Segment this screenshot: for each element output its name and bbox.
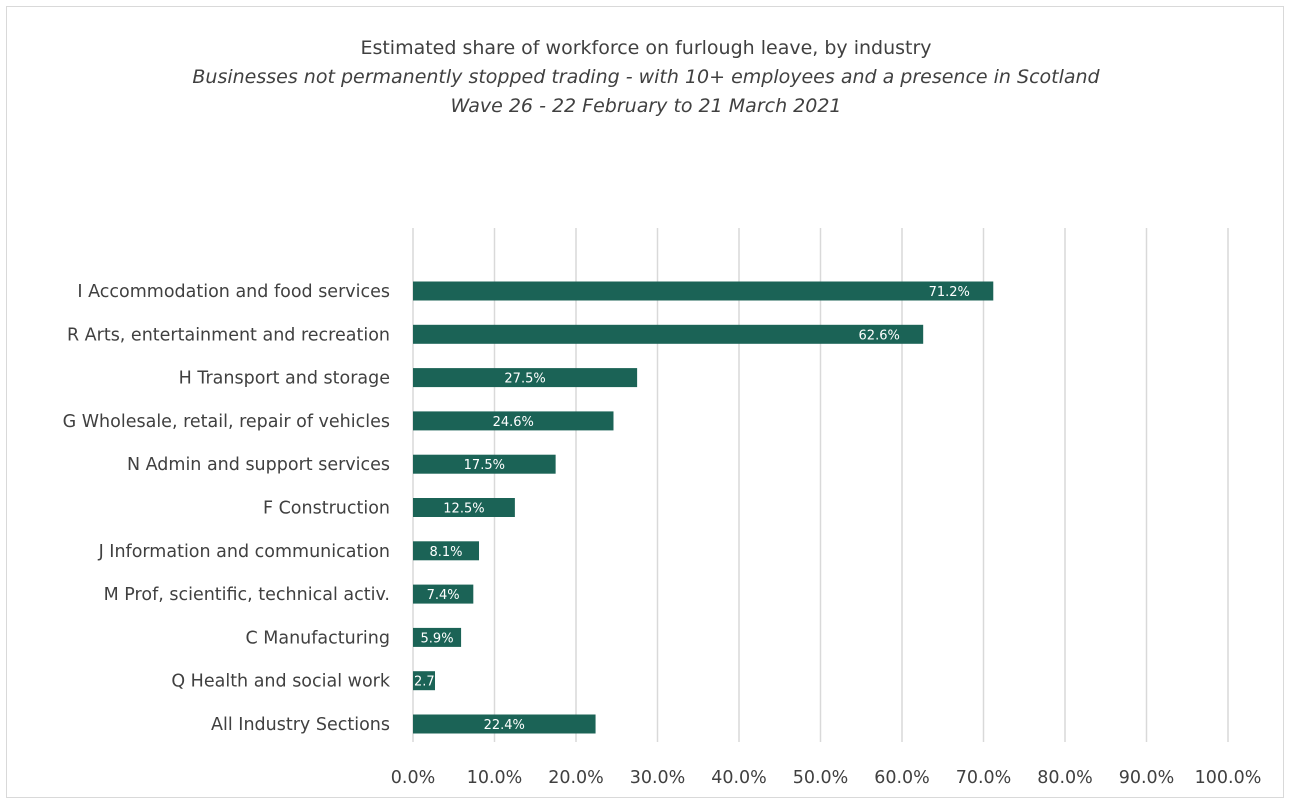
chart-subtitle-line-1: Businesses not permanently stopped tradi…	[192, 66, 1100, 88]
x-tick-label: 50.0%	[793, 768, 849, 788]
data-label: 71.2%	[929, 285, 970, 300]
bar	[413, 627, 462, 647]
data-label: 22.4%	[484, 718, 525, 733]
bar	[413, 498, 515, 517]
bar	[413, 324, 924, 344]
category-label: H Transport and storage	[179, 369, 390, 389]
category-label: Q Health and social work	[171, 672, 391, 692]
category-label: F Construction	[263, 499, 390, 519]
bar	[413, 584, 474, 604]
category-label: R Arts, entertainment and recreation	[67, 325, 390, 345]
data-label: 2.7	[414, 675, 435, 690]
category-label: All Industry Sections	[211, 715, 390, 735]
data-label: 24.6%	[493, 415, 534, 430]
bar	[413, 454, 556, 474]
x-tick-label: 100.0%	[1195, 768, 1262, 788]
chart-titles: Estimated share of workforce on furlough…	[0, 34, 1292, 121]
x-tick-label: 30.0%	[630, 768, 686, 788]
category-label: M Prof, scientific, technical activ.	[104, 585, 390, 605]
chart-title: Estimated share of workforce on furlough…	[360, 37, 932, 59]
data-label: 8.1%	[429, 545, 462, 560]
chart-frame	[6, 6, 1284, 798]
x-tick-label: 40.0%	[711, 768, 767, 788]
bar	[413, 541, 480, 561]
x-tick-label: 90.0%	[1119, 768, 1175, 788]
data-label: 5.9%	[421, 631, 454, 646]
x-tick-label: 60.0%	[874, 768, 930, 788]
category-label: G Wholesale, retail, repair of vehicles	[63, 412, 390, 432]
data-label: 62.6%	[859, 328, 900, 343]
category-label: I Accommodation and food services	[77, 282, 390, 302]
x-tick-label: 10.0%	[467, 768, 523, 788]
data-label: 17.5%	[464, 458, 505, 473]
bar	[413, 281, 994, 301]
bar	[413, 714, 596, 734]
x-tick-label: 80.0%	[1037, 768, 1093, 788]
category-label: J Information and communication	[98, 542, 390, 562]
chart-subtitle: Businesses not permanently stopped tradi…	[0, 63, 1292, 121]
chart-subtitle-line-2: Wave 26 - 22 February to 21 March 2021	[450, 95, 842, 117]
data-label: 27.5%	[504, 372, 545, 387]
category-label: C Manufacturing	[245, 628, 390, 648]
bar	[413, 671, 436, 691]
bar	[413, 368, 638, 388]
data-label: 12.5%	[443, 502, 484, 517]
x-tick-label: 20.0%	[548, 768, 604, 788]
data-label: 7.4%	[427, 588, 460, 603]
x-tick-label: 0.0%	[391, 768, 435, 788]
x-tick-label: 70.0%	[956, 768, 1012, 788]
bar	[413, 411, 614, 431]
category-label: N Admin and support services	[127, 455, 390, 475]
